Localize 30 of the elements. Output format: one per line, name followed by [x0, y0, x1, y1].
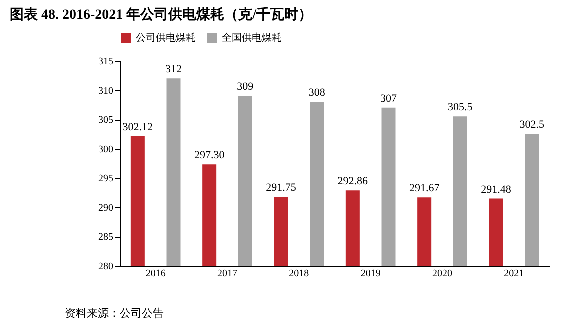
x-tick-label: 2016 [146, 268, 166, 280]
y-tick-label: 290 [98, 202, 114, 214]
x-tick-label: 2021 [504, 268, 524, 280]
data-label: 297.30 [194, 150, 226, 162]
x-tick-label: 2017 [218, 268, 238, 280]
text: 资料来源：公司公告 [65, 307, 164, 320]
y-tick-label: 310 [98, 86, 114, 97]
x-tick-label: 2019 [360, 268, 381, 280]
y-tick-label: 305 [98, 115, 114, 126]
y-tick-label: 280 [98, 262, 114, 272]
data-label: 291.48 [481, 184, 512, 196]
y-tick-label: 300 [98, 144, 114, 156]
chart-title: 图表 48. 2016-2021 年公司供电煤耗（克/千瓦时） [10, 6, 313, 23]
data-label: 302.12 [122, 121, 154, 134]
data-label: 312 [166, 64, 182, 76]
x-tick-label: 2020 [432, 268, 452, 280]
data-label: 305.5 [448, 102, 474, 114]
legend-label: 全国供电煤耗 [222, 32, 282, 44]
data-label: 292.86 [338, 176, 369, 188]
data-label: 302.5 [520, 119, 545, 132]
data-label: 309 [237, 81, 254, 94]
data-label: 291.67 [409, 182, 440, 195]
data-label: 307 [380, 92, 398, 105]
y-tick-label: 285 [98, 232, 114, 244]
legend-label: 公司供电煤耗 [136, 32, 196, 44]
x-tick-label: 2018 [289, 268, 310, 280]
y-tick-label: 295 [98, 174, 114, 185]
data-label: 291.75 [266, 182, 297, 194]
y-tick-label: 315 [98, 56, 114, 68]
data-label: 308 [308, 87, 326, 99]
